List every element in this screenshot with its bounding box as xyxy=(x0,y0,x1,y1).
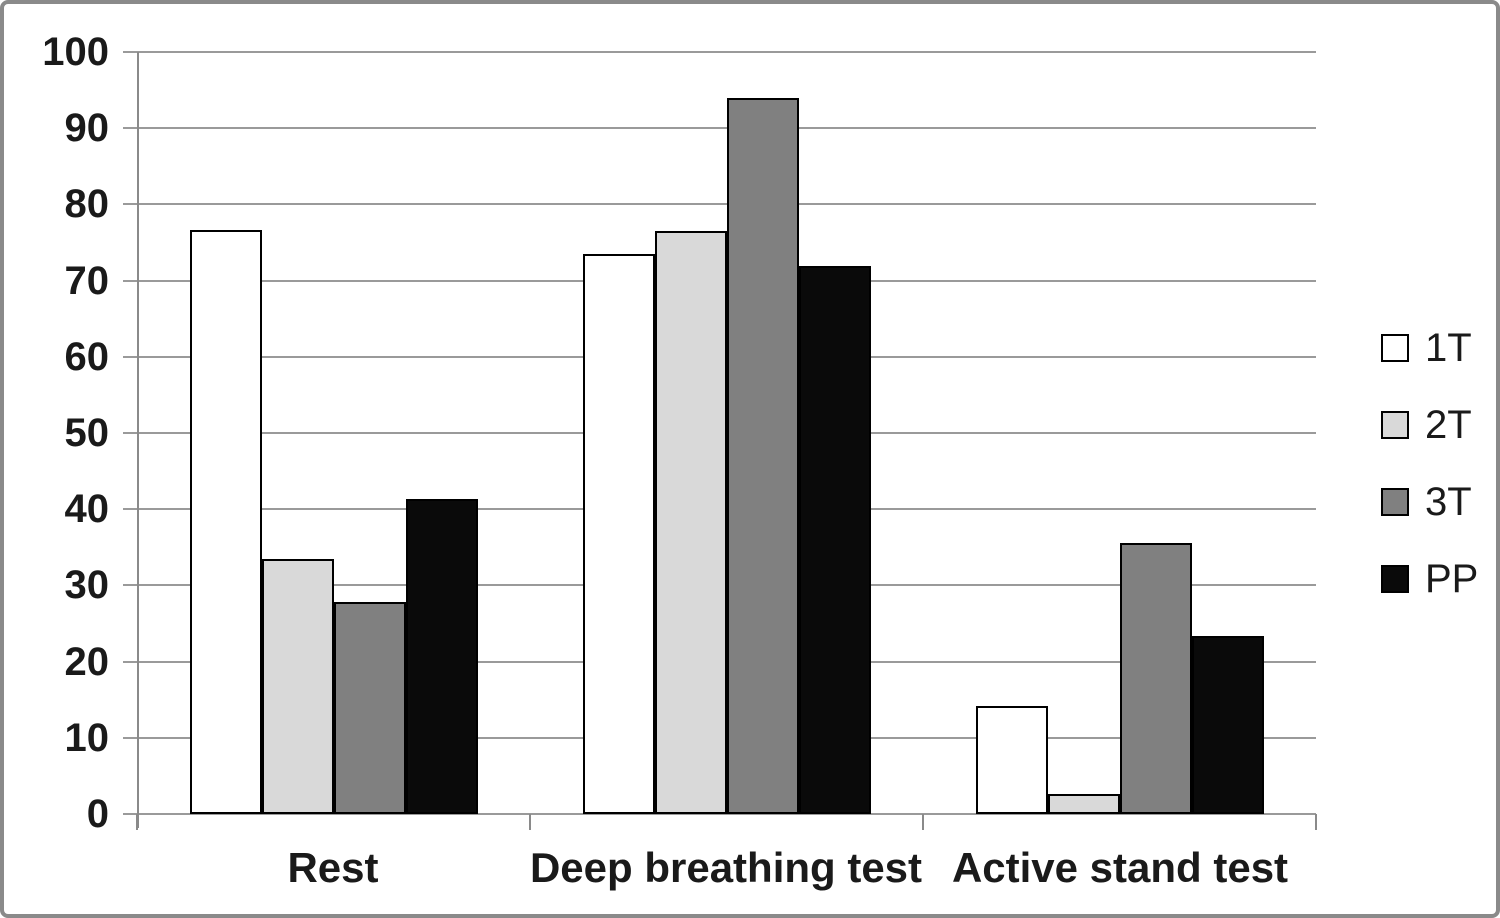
bar-2t-deep-breathing-test xyxy=(654,231,727,814)
x-axis-tick-3 xyxy=(1315,814,1317,830)
bar-2t-rest xyxy=(261,559,334,814)
bar-1t-rest xyxy=(189,229,262,814)
bar-3t-rest xyxy=(333,602,406,814)
legend-item-1t: 1T xyxy=(1381,326,1478,370)
y-tick-label-80: 80 xyxy=(64,182,110,227)
bar-pp-deep-breathing-test xyxy=(798,266,871,814)
gridline-y-100 xyxy=(123,51,1316,53)
bar-1t-deep-breathing-test xyxy=(582,253,655,814)
legend-label-3t: 3T xyxy=(1425,480,1472,524)
legend-item-pp: PP xyxy=(1381,557,1479,601)
x-axis-tick-2 xyxy=(922,814,924,830)
legend: 1T 2T 3T PP xyxy=(1381,326,1479,642)
legend-swatch-1t xyxy=(1381,334,1409,362)
plot-area xyxy=(137,52,1316,814)
y-tick-label-20: 20 xyxy=(64,639,110,684)
bar-pp-rest xyxy=(405,498,478,814)
legend-swatch-2t xyxy=(1381,411,1409,439)
category-label-rest: Rest xyxy=(287,844,379,891)
legend-item-3t: 3T xyxy=(1381,480,1478,524)
bar-3t-deep-breathing-test xyxy=(726,97,799,814)
y-tick-label-40: 40 xyxy=(64,487,110,532)
x-axis-tick-0 xyxy=(136,814,138,830)
y-tick-label-70: 70 xyxy=(64,258,110,303)
bar-pp-active-stand-test xyxy=(1191,635,1264,814)
category-label-active-stand-test: Active stand test xyxy=(951,844,1289,891)
gridline-y-90 xyxy=(123,127,1316,130)
legend-item-2t: 2T xyxy=(1381,403,1478,447)
y-tick-label-0: 0 xyxy=(86,792,109,836)
y-tick-label-90: 90 xyxy=(64,106,110,151)
bar-1t-active-stand-test xyxy=(975,705,1048,814)
y-tick-label-60: 60 xyxy=(64,334,110,379)
y-tick-label-100: 100 xyxy=(42,30,109,74)
y-axis-line xyxy=(137,52,139,828)
bar-3t-active-stand-test xyxy=(1119,542,1192,814)
y-tick-label-10: 10 xyxy=(64,715,110,760)
bar-2t-active-stand-test xyxy=(1047,794,1120,814)
legend-label-pp: PP xyxy=(1425,557,1479,601)
y-tick-label-50: 50 xyxy=(64,411,110,455)
gridline-y-80 xyxy=(123,203,1316,206)
x-axis-tick-1 xyxy=(529,814,531,830)
legend-label-2t: 2T xyxy=(1425,403,1472,447)
y-tick-label-30: 30 xyxy=(64,563,110,608)
category-label-deep-breathing-test: Deep breathing test xyxy=(529,844,923,891)
legend-swatch-3t xyxy=(1381,488,1409,516)
legend-swatch-pp xyxy=(1381,565,1409,593)
gridline-y-0 xyxy=(123,813,1316,815)
legend-label-1t: 1T xyxy=(1425,326,1472,370)
